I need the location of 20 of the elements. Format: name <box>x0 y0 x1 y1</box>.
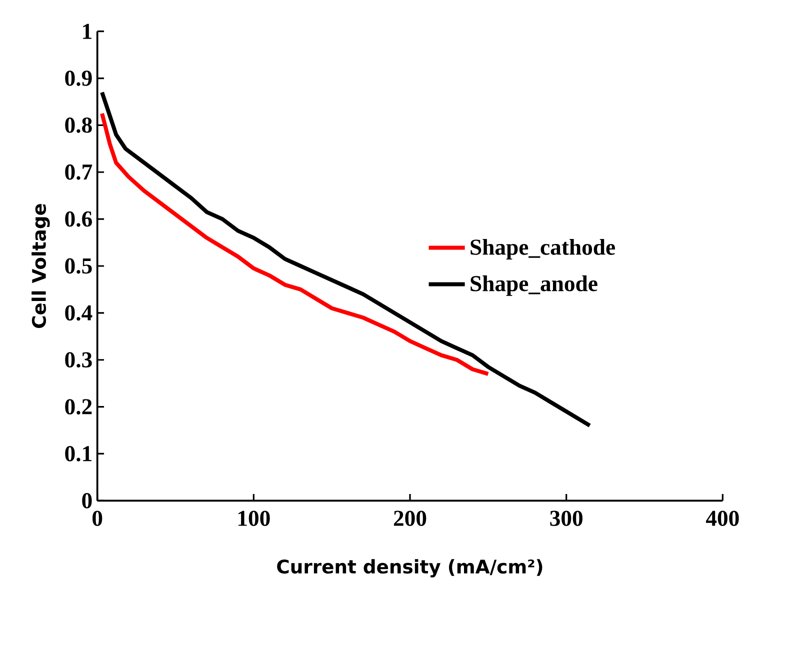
y-tick-label: 0.1 <box>65 446 92 462</box>
x-tick-label: 300 <box>550 510 582 526</box>
x-tick-label: 200 <box>394 510 426 526</box>
x-tick-label: 0 <box>92 510 102 526</box>
y-tick-label: 0.9 <box>65 70 92 86</box>
x-tick-label: 100 <box>238 510 270 526</box>
y-tick-label: 0.3 <box>65 352 92 368</box>
y-tick-label: 0.7 <box>65 164 92 180</box>
y-tick-label: 0.8 <box>65 118 92 133</box>
y-tick-label: 0.5 <box>65 258 92 274</box>
legend-label: Shape_anode <box>470 275 598 296</box>
y-tick-label: 0.2 <box>65 399 92 414</box>
y-axis-title: Cell Voltage <box>32 204 50 328</box>
legend-label: Shape_cathode <box>470 238 615 260</box>
x-axis-title: Current density (mA/cm²) <box>277 559 542 578</box>
y-tick-label: 0.4 <box>65 305 92 321</box>
y-tick-label: 0 <box>82 493 92 508</box>
x-tick-label: 400 <box>706 510 739 526</box>
y-tick-label: 1 <box>83 24 92 39</box>
y-tick-label: 0.6 <box>65 211 92 227</box>
